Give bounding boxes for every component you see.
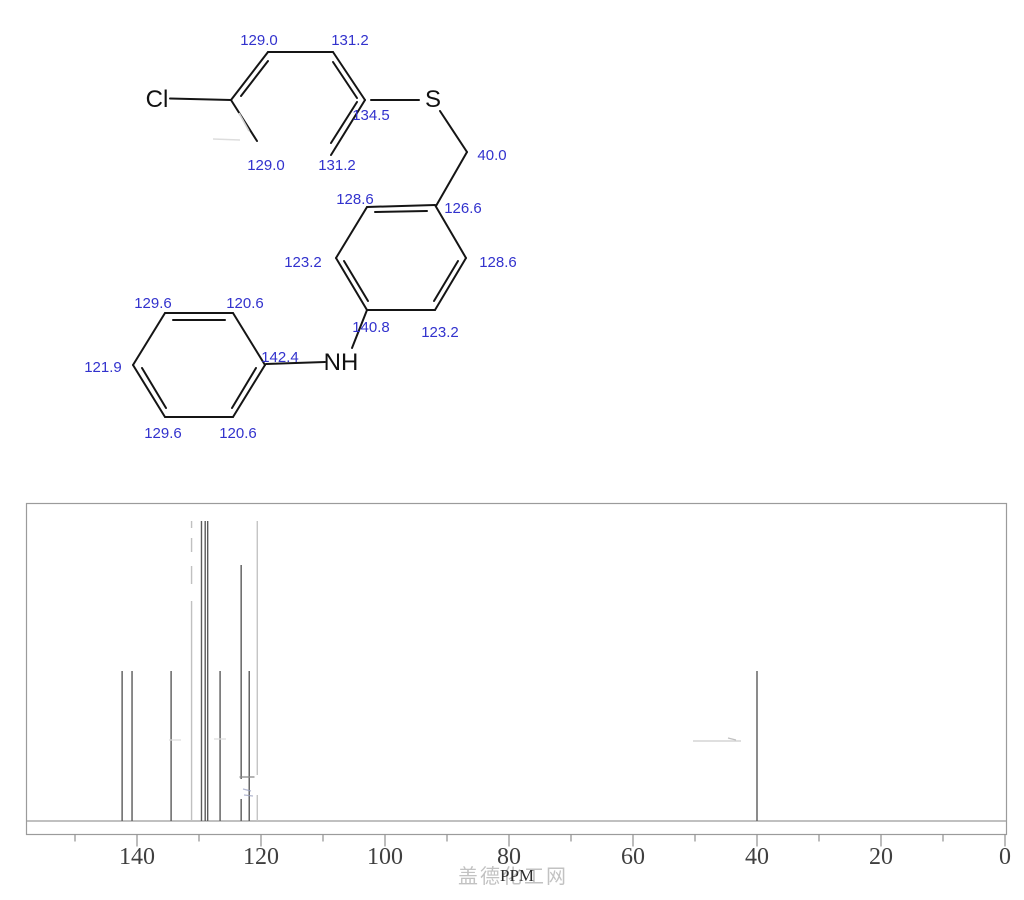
x-axis-tick-label: 80 bbox=[497, 844, 521, 870]
bond-double-inner bbox=[343, 260, 369, 302]
axis-unit-label: PPM bbox=[500, 866, 534, 885]
bond bbox=[132, 364, 166, 418]
bond bbox=[335, 206, 368, 259]
shift-label: 40.0 bbox=[477, 147, 506, 164]
shift-label: 123.2 bbox=[421, 324, 459, 341]
shift-label: 142.4 bbox=[261, 349, 299, 366]
atom-label-s: S bbox=[425, 86, 441, 113]
bond-double-inner bbox=[330, 101, 358, 144]
plot-frame bbox=[25, 502, 1008, 836]
shift-label: 120.6 bbox=[226, 295, 264, 312]
atom-label-nh: NH bbox=[324, 349, 359, 376]
bond-ring-nh bbox=[351, 309, 368, 349]
bond bbox=[330, 99, 366, 156]
shift-label: 134.5 bbox=[352, 107, 390, 124]
atom-label-cl: Cl bbox=[146, 86, 169, 113]
x-axis-tick-label: 100 bbox=[367, 844, 403, 870]
x-axis-tick-label: 0 bbox=[999, 844, 1011, 870]
thioether-linker bbox=[370, 99, 468, 207]
bond bbox=[232, 312, 266, 366]
watermark-remnant bbox=[212, 138, 241, 141]
x-axis-tick-label: 140 bbox=[119, 844, 155, 870]
bond-double-inner bbox=[433, 260, 459, 302]
watermark-remnant bbox=[238, 112, 250, 132]
bond bbox=[232, 364, 266, 418]
x-axis-tick-labels: 140 120 100 80 60 40 20 0 bbox=[119, 844, 1011, 870]
shift-label: 126.6 bbox=[444, 200, 482, 217]
watermark-remnant bbox=[727, 737, 737, 741]
bond-ch2-ring bbox=[435, 151, 468, 207]
bond bbox=[434, 257, 467, 311]
ring-chlorophenyl bbox=[169, 51, 366, 156]
bond-double-inner bbox=[240, 60, 269, 97]
bond bbox=[366, 204, 436, 208]
x-axis-tick-label: 120 bbox=[243, 844, 279, 870]
bond bbox=[434, 204, 467, 259]
bond-double-inner bbox=[332, 61, 358, 99]
watermark-remnant bbox=[242, 788, 254, 797]
bond bbox=[332, 51, 366, 101]
shift-label: 140.8 bbox=[352, 319, 390, 336]
shift-label: 121.9 bbox=[84, 359, 122, 376]
nmr-spectrum-panel: 140 120 100 80 60 40 20 0 盖德化工网 PPM bbox=[25, 502, 1011, 888]
shift-label: 129.0 bbox=[247, 157, 285, 174]
x-axis-tick-label: 20 bbox=[869, 844, 893, 870]
ring-benzyl bbox=[335, 204, 467, 349]
x-axis-tick-label: 60 bbox=[621, 844, 645, 870]
bond-nh-ring bbox=[265, 361, 326, 365]
shift-label: 131.2 bbox=[331, 32, 369, 49]
shift-label: 128.6 bbox=[479, 254, 517, 271]
nmr-peaks bbox=[121, 521, 758, 821]
watermark-text: 盖德化工网 bbox=[458, 864, 568, 888]
bond-double-inner bbox=[374, 210, 428, 213]
shift-label: 129.0 bbox=[240, 32, 278, 49]
shift-label: 123.2 bbox=[284, 254, 322, 271]
bond-s-ch2 bbox=[439, 110, 468, 153]
x-axis-tick-label: 40 bbox=[745, 844, 769, 870]
bond-double-inner bbox=[141, 367, 167, 409]
x-axis-ticks bbox=[74, 834, 1006, 847]
molecule-structure: Cl S NH 129.0 131.2 134.5 129.0 131.2 40… bbox=[84, 32, 517, 442]
bond bbox=[335, 257, 368, 311]
shift-label: 128.6 bbox=[336, 191, 374, 208]
bond-double-inner bbox=[231, 367, 257, 409]
ring-phenyl bbox=[132, 312, 266, 418]
shift-label: 120.6 bbox=[219, 425, 257, 442]
bond-cl-ring bbox=[169, 97, 232, 101]
bond bbox=[132, 312, 166, 366]
shift-label: 129.6 bbox=[144, 425, 182, 442]
bond bbox=[230, 51, 269, 101]
shift-label: 131.2 bbox=[318, 157, 356, 174]
shift-label: 129.6 bbox=[134, 295, 172, 312]
